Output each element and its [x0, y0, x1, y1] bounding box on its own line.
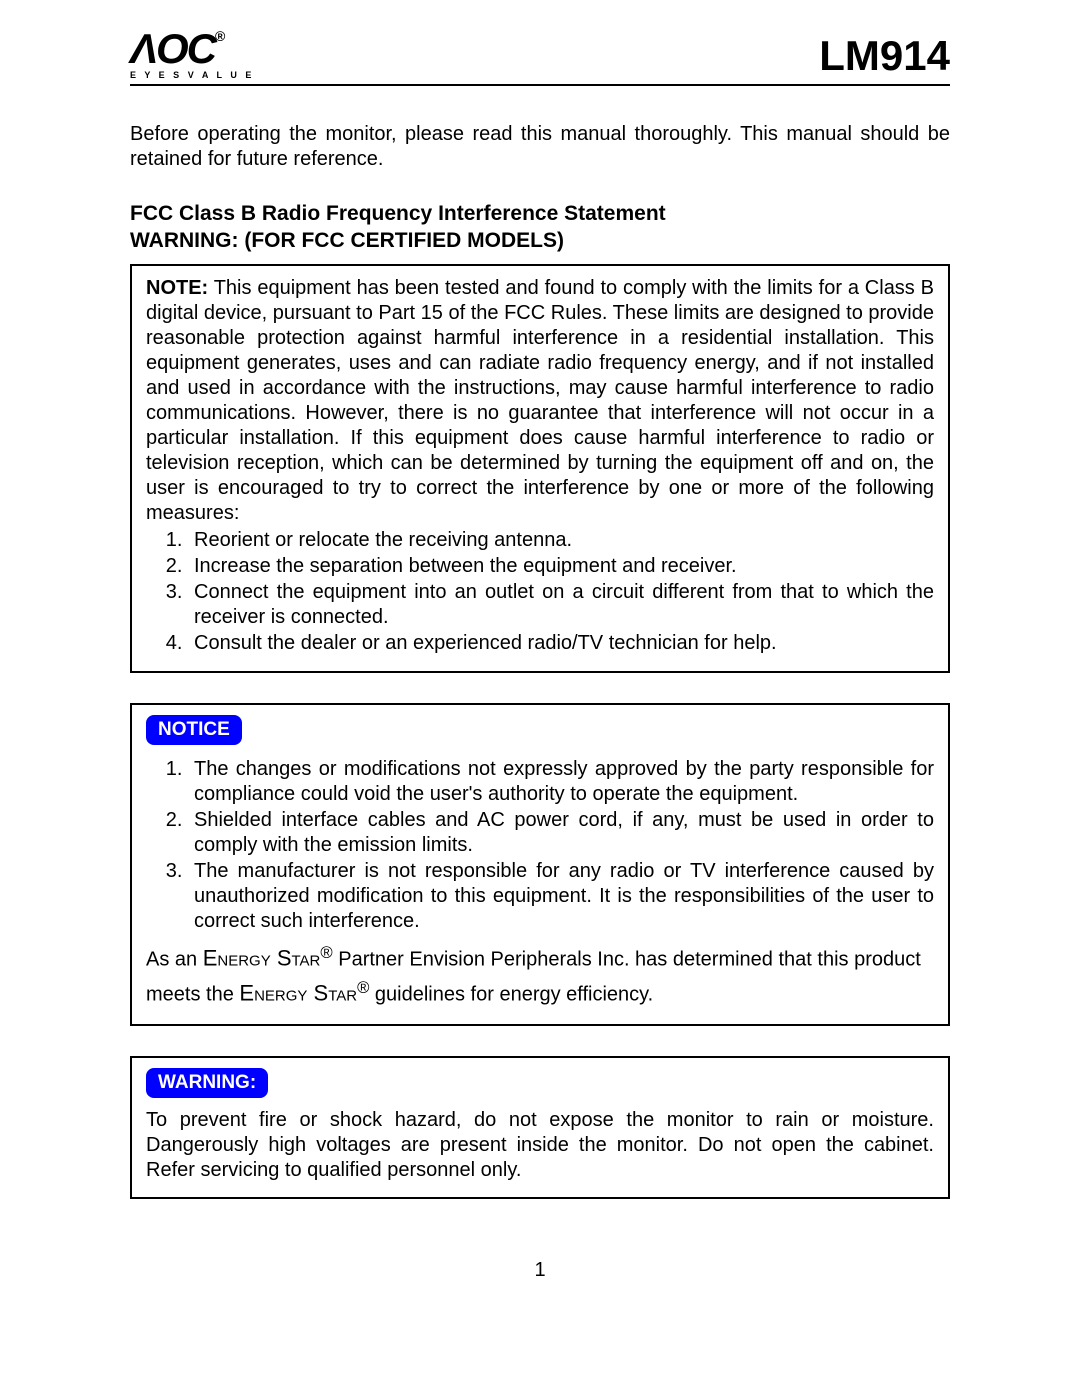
list-item: The manufacturer is not responsible for …: [188, 859, 934, 934]
logo-registered: ®: [215, 28, 223, 44]
fcc-heading-line1: FCC Class B Radio Frequency Interference…: [130, 202, 666, 225]
warning-box: WARNING: To prevent fire or shock hazard…: [130, 1056, 950, 1199]
list-item: The changes or modifications not express…: [188, 757, 934, 807]
list-item: Increase the separation between the equi…: [188, 554, 934, 579]
logo-tagline: E Y E S V A L U E: [130, 70, 254, 80]
list-item: Shielded interface cables and AC power c…: [188, 808, 934, 858]
brand-logo: ΛOC® E Y E S V A L U E: [130, 30, 254, 80]
energy-post: guidelines for energy efficiency.: [369, 984, 653, 1006]
note-box: NOTE: This equipment has been tested and…: [130, 264, 950, 673]
logo-text: ΛOC®: [130, 30, 254, 68]
fcc-heading: FCC Class B Radio Frequency Interference…: [130, 200, 950, 255]
note-text: This equipment has been tested and found…: [146, 277, 934, 524]
logo-main-text: ΛOC: [130, 25, 215, 72]
note-measures-list: Reorient or relocate the receiving anten…: [146, 528, 934, 656]
warning-badge: WARNING:: [146, 1068, 268, 1098]
model-number: LM914: [819, 32, 950, 80]
note-label: NOTE:: [146, 277, 208, 299]
list-item: Consult the dealer or an experienced rad…: [188, 631, 934, 656]
page-header: ΛOC® E Y E S V A L U E LM914: [130, 30, 950, 86]
list-item: Connect the equipment into an outlet on …: [188, 580, 934, 630]
fcc-heading-line2: WARNING: (FOR FCC CERTIFIED MODELS): [130, 229, 564, 252]
page-number: 1: [130, 1259, 950, 1282]
notice-badge: NOTICE: [146, 715, 242, 745]
energy-reg-1: ®: [320, 943, 332, 962]
energy-star-1: Energy Star: [203, 946, 321, 971]
list-item: Reorient or relocate the receiving anten…: [188, 528, 934, 553]
warning-body: To prevent fire or shock hazard, do not …: [146, 1108, 934, 1183]
energy-reg-2: ®: [357, 978, 369, 997]
notice-list: The changes or modifications not express…: [146, 757, 934, 934]
energy-pre: As an: [146, 949, 203, 971]
energy-star-2: Energy Star: [239, 981, 357, 1006]
notice-box: NOTICE The changes or modifications not …: [130, 703, 950, 1025]
note-body: NOTE: This equipment has been tested and…: [146, 276, 934, 526]
energy-star-statement: As an Energy Star® Partner Envision Peri…: [146, 940, 934, 1009]
intro-paragraph: Before operating the monitor, please rea…: [130, 122, 950, 172]
